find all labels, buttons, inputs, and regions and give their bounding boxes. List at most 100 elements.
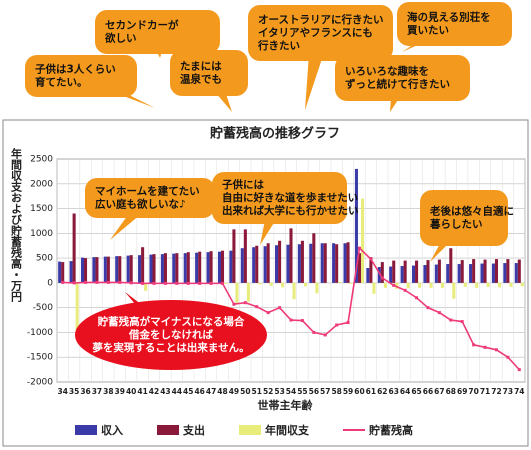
bar — [252, 247, 256, 283]
legend-label: 支出 — [182, 423, 205, 437]
x-tick-label: 70 — [468, 387, 478, 396]
legend-label: 年間収支 — [265, 423, 310, 437]
x-tick-label: 39 — [115, 387, 125, 396]
callout-shape — [95, 10, 220, 54]
bar — [446, 264, 450, 283]
bar — [483, 259, 487, 283]
y-tick-label: -500 — [33, 303, 54, 313]
bar — [160, 254, 164, 283]
legend-swatch — [239, 425, 261, 435]
bar — [403, 260, 407, 283]
bar — [220, 250, 225, 283]
bar — [343, 243, 347, 283]
bar — [323, 243, 327, 283]
bar — [95, 257, 99, 283]
bar — [415, 260, 419, 283]
callout-text: マイホームを建てたい — [95, 185, 200, 198]
point — [300, 319, 304, 323]
x-tick-label: 71 — [480, 387, 490, 396]
bar — [195, 252, 199, 283]
point — [403, 288, 407, 292]
bar — [335, 244, 339, 283]
y-tick-label: 500 — [36, 254, 53, 264]
bar — [377, 267, 381, 283]
callout-text: 借金をしなければ — [128, 328, 213, 341]
point — [243, 301, 247, 305]
x-tick-label: 68 — [446, 387, 456, 396]
bar — [246, 282, 250, 302]
bar — [469, 264, 473, 283]
bar — [392, 260, 396, 283]
bar — [497, 282, 502, 288]
point — [323, 333, 327, 337]
bar — [506, 259, 510, 283]
bar — [372, 282, 376, 294]
callout-shape — [75, 300, 267, 370]
bar — [472, 259, 476, 283]
legend-swatch — [157, 425, 179, 435]
x-tick-label: 51 — [252, 387, 262, 396]
x-tick-label: 65 — [411, 387, 421, 396]
point — [152, 281, 156, 285]
bar — [292, 282, 296, 300]
legend-label: 貯蓄残高 — [369, 423, 413, 437]
x-tick-label: 38 — [103, 387, 113, 396]
point — [517, 368, 521, 372]
bar — [338, 281, 342, 283]
callout-shape — [397, 2, 512, 46]
bar — [440, 282, 444, 288]
callout-text: 欲しい — [104, 32, 137, 45]
bar — [400, 266, 404, 283]
bar — [366, 268, 370, 283]
callout-text: イタリアやフランスにも — [258, 27, 373, 39]
callout-text: たまには — [180, 61, 222, 73]
bar — [232, 229, 236, 283]
bar — [269, 282, 273, 286]
x-tick-label: 61 — [366, 387, 376, 396]
bar — [349, 282, 353, 284]
point — [255, 305, 259, 309]
point — [472, 343, 476, 347]
y-tick-label: 2500 — [30, 155, 53, 165]
callout-text: 夢を実現することは出来ません。 — [92, 341, 249, 354]
x-tick-label: 58 — [331, 387, 341, 396]
bar — [286, 244, 290, 283]
bar — [281, 282, 285, 288]
bar — [437, 259, 441, 283]
bar — [354, 168, 358, 283]
bar — [463, 282, 467, 287]
point — [141, 281, 145, 285]
x-tick-label: 44 — [172, 387, 182, 396]
point — [449, 318, 453, 322]
callout-shape — [335, 55, 470, 101]
bar — [383, 282, 387, 288]
point — [186, 281, 190, 285]
point — [357, 246, 361, 250]
callout-text: 子供には — [222, 178, 264, 191]
bar — [266, 243, 270, 283]
bar — [152, 254, 156, 283]
x-tick-label: 57 — [320, 387, 330, 396]
y-axis-label: 年間収支および貯蓄残高・万円 — [10, 147, 24, 303]
point — [61, 280, 65, 284]
x-tick-label: 64 — [400, 387, 410, 396]
y-tick-label: 0 — [47, 278, 53, 288]
bar — [520, 282, 524, 287]
bar — [303, 282, 307, 287]
x-tick-label: 35 — [69, 387, 79, 396]
bar — [460, 260, 464, 283]
bar — [509, 282, 513, 287]
bar — [75, 282, 79, 331]
point — [198, 281, 202, 285]
bar — [138, 255, 142, 283]
bar — [61, 262, 65, 283]
bar — [209, 251, 213, 283]
y-tick-label: 1000 — [30, 229, 53, 239]
bar — [357, 253, 362, 283]
bar — [243, 229, 247, 283]
x-tick-label: 67 — [434, 387, 444, 396]
